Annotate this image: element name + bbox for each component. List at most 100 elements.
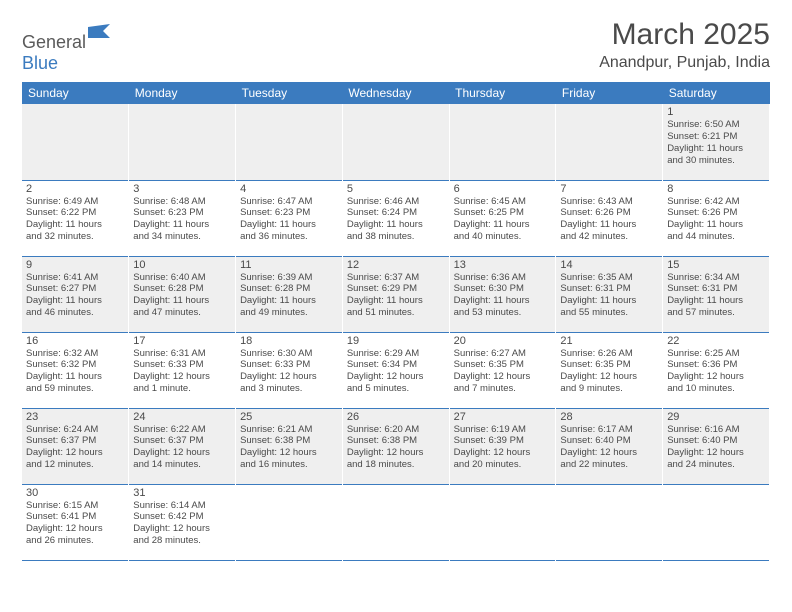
daylight-text: Daylight: 11 hours [26,295,124,307]
sunset-text: Sunset: 6:34 PM [347,359,445,371]
daylight-text: and 20 minutes. [454,459,552,471]
calendar-day-cell: 30Sunrise: 6:15 AMSunset: 6:41 PMDayligh… [22,484,129,560]
sunrise-text: Sunrise: 6:46 AM [347,196,445,208]
daylight-text: and 12 minutes. [26,459,124,471]
calendar-day-cell: 21Sunrise: 6:26 AMSunset: 6:35 PMDayligh… [556,332,663,408]
daylight-text: Daylight: 12 hours [347,371,445,383]
calendar-week-row: 23Sunrise: 6:24 AMSunset: 6:37 PMDayligh… [22,408,770,484]
daylight-text: and 44 minutes. [667,231,765,243]
day-number: 13 [454,259,552,271]
day-number: 17 [133,335,231,347]
daylight-text: Daylight: 12 hours [347,447,445,459]
sunrise-text: Sunrise: 6:17 AM [560,424,658,436]
daylight-text: and 53 minutes. [454,307,552,319]
daylight-text: and 57 minutes. [667,307,765,319]
daylight-text: and 1 minute. [133,383,231,395]
day-number: 1 [667,106,765,118]
calendar-day-cell: 16Sunrise: 6:32 AMSunset: 6:32 PMDayligh… [22,332,129,408]
calendar-day-cell [22,104,129,180]
calendar-day-cell: 26Sunrise: 6:20 AMSunset: 6:38 PMDayligh… [342,408,449,484]
daylight-text: Daylight: 11 hours [347,295,445,307]
day-number: 19 [347,335,445,347]
sunset-text: Sunset: 6:42 PM [133,511,231,523]
sunset-text: Sunset: 6:40 PM [667,435,765,447]
calendar-day-cell [342,104,449,180]
sunset-text: Sunset: 6:39 PM [454,435,552,447]
calendar-day-cell [449,484,556,560]
sunset-text: Sunset: 6:28 PM [133,283,231,295]
sunset-text: Sunset: 6:41 PM [26,511,124,523]
weekday-header: Monday [129,82,236,104]
daylight-text: and 14 minutes. [133,459,231,471]
calendar-day-cell: 12Sunrise: 6:37 AMSunset: 6:29 PMDayligh… [342,256,449,332]
calendar-day-cell: 20Sunrise: 6:27 AMSunset: 6:35 PMDayligh… [449,332,556,408]
calendar-day-cell: 5Sunrise: 6:46 AMSunset: 6:24 PMDaylight… [342,180,449,256]
sunrise-text: Sunrise: 6:48 AM [133,196,231,208]
daylight-text: and 34 minutes. [133,231,231,243]
day-number: 12 [347,259,445,271]
daylight-text: Daylight: 12 hours [133,523,231,535]
daylight-text: Daylight: 11 hours [240,219,338,231]
daylight-text: Daylight: 11 hours [560,295,658,307]
daylight-text: and 40 minutes. [454,231,552,243]
sunrise-text: Sunrise: 6:19 AM [454,424,552,436]
daylight-text: Daylight: 12 hours [26,447,124,459]
daylight-text: Daylight: 11 hours [26,219,124,231]
flag-icon [88,24,110,38]
calendar-day-cell [663,484,770,560]
daylight-text: and 38 minutes. [347,231,445,243]
day-number: 16 [26,335,124,347]
calendar-week-row: 16Sunrise: 6:32 AMSunset: 6:32 PMDayligh… [22,332,770,408]
calendar-day-cell: 18Sunrise: 6:30 AMSunset: 6:33 PMDayligh… [236,332,343,408]
daylight-text: and 16 minutes. [240,459,338,471]
sunset-text: Sunset: 6:33 PM [133,359,231,371]
sunrise-text: Sunrise: 6:14 AM [133,500,231,512]
sunrise-text: Sunrise: 6:42 AM [667,196,765,208]
sunset-text: Sunset: 6:35 PM [454,359,552,371]
calendar-day-cell: 19Sunrise: 6:29 AMSunset: 6:34 PMDayligh… [342,332,449,408]
sunrise-text: Sunrise: 6:27 AM [454,348,552,360]
calendar-day-cell [236,104,343,180]
weekday-header-row: SundayMondayTuesdayWednesdayThursdayFrid… [22,82,770,104]
sunset-text: Sunset: 6:26 PM [560,207,658,219]
calendar-day-cell: 2Sunrise: 6:49 AMSunset: 6:22 PMDaylight… [22,180,129,256]
day-number: 25 [240,411,338,423]
calendar-day-cell: 11Sunrise: 6:39 AMSunset: 6:28 PMDayligh… [236,256,343,332]
sunset-text: Sunset: 6:31 PM [560,283,658,295]
daylight-text: Daylight: 11 hours [133,295,231,307]
location: Anandpur, Punjab, India [599,54,770,72]
daylight-text: Daylight: 11 hours [347,219,445,231]
daylight-text: and 36 minutes. [240,231,338,243]
daylight-text: Daylight: 11 hours [454,295,552,307]
title-block: March 2025 Anandpur, Punjab, India [599,18,770,72]
day-number: 5 [347,183,445,195]
daylight-text: Daylight: 11 hours [26,371,124,383]
calendar-day-cell: 8Sunrise: 6:42 AMSunset: 6:26 PMDaylight… [663,180,770,256]
sunrise-text: Sunrise: 6:47 AM [240,196,338,208]
daylight-text: Daylight: 12 hours [667,371,765,383]
calendar-week-row: 1Sunrise: 6:50 AMSunset: 6:21 PMDaylight… [22,104,770,180]
sunset-text: Sunset: 6:27 PM [26,283,124,295]
daylight-text: Daylight: 12 hours [560,447,658,459]
calendar-day-cell: 9Sunrise: 6:41 AMSunset: 6:27 PMDaylight… [22,256,129,332]
day-number: 15 [667,259,765,271]
sunset-text: Sunset: 6:22 PM [26,207,124,219]
daylight-text: and 26 minutes. [26,535,124,547]
day-number: 9 [26,259,124,271]
sunrise-text: Sunrise: 6:15 AM [26,500,124,512]
sunrise-text: Sunrise: 6:34 AM [667,272,765,284]
day-number: 31 [133,487,231,499]
sunrise-text: Sunrise: 6:24 AM [26,424,124,436]
sunrise-text: Sunrise: 6:39 AM [240,272,338,284]
daylight-text: and 3 minutes. [240,383,338,395]
sunset-text: Sunset: 6:25 PM [454,207,552,219]
day-number: 6 [454,183,552,195]
calendar-day-cell [342,484,449,560]
weekday-header: Sunday [22,82,129,104]
calendar-day-cell: 25Sunrise: 6:21 AMSunset: 6:38 PMDayligh… [236,408,343,484]
day-number: 29 [667,411,765,423]
daylight-text: Daylight: 12 hours [26,523,124,535]
sunrise-text: Sunrise: 6:25 AM [667,348,765,360]
daylight-text: and 7 minutes. [454,383,552,395]
header: GeneralBlue March 2025 Anandpur, Punjab,… [22,18,770,74]
